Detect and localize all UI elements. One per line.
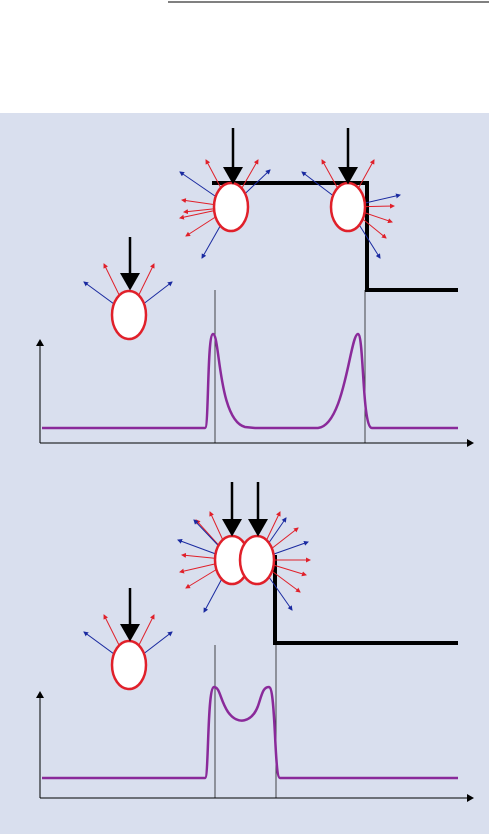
intensity-curve <box>42 685 458 780</box>
particle <box>110 289 148 341</box>
particle <box>329 181 367 233</box>
background-panel <box>0 113 489 834</box>
step-profile <box>273 555 458 645</box>
particle <box>212 181 250 233</box>
panel-1 <box>36 128 474 447</box>
particle <box>238 534 276 586</box>
panel-2 <box>36 482 474 802</box>
intensity-curve <box>42 332 458 430</box>
particle <box>110 639 148 691</box>
